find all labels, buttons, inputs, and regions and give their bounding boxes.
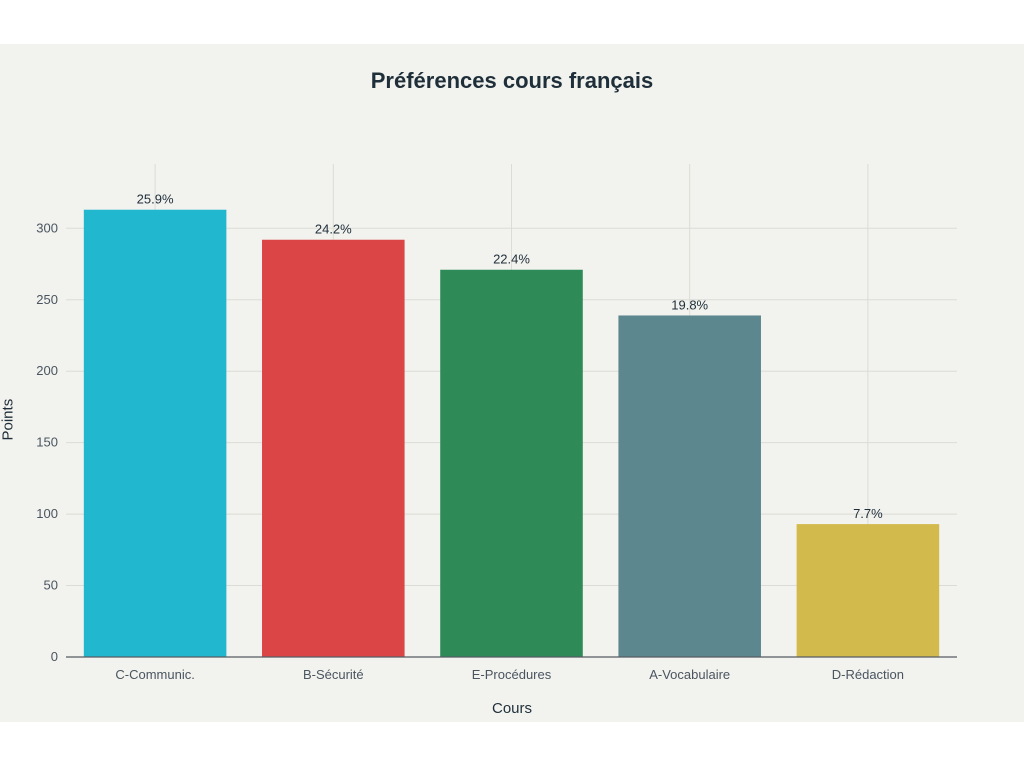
chart-panel: Préférences cours français Points Cours … [0, 44, 1024, 722]
bar-chart: 0 50 100 150 200 250 300 25.9% C-Communic. 24.2% B… [36, 164, 957, 682]
bar-3 [440, 269, 583, 657]
data-label: 19.8% [671, 297, 708, 312]
data-label: 25.9% [137, 192, 174, 207]
y-tick-label: 250 [36, 292, 58, 307]
y-tick-label: 0 [51, 649, 58, 664]
x-tick-label: A-Vocabulaire [649, 667, 730, 682]
x-tick-label: E-Procédures [472, 667, 552, 682]
y-tick-label: 50 [44, 578, 58, 593]
data-label: 24.2% [315, 222, 352, 237]
y-tick-label: 200 [36, 363, 58, 378]
data-label: 7.7% [853, 506, 883, 521]
bar-4 [618, 315, 761, 657]
bar-5 [796, 524, 940, 657]
x-tick-label: B-Sécurité [303, 667, 364, 682]
x-axis-title: Cours [491, 700, 532, 717]
bar-2 [262, 239, 405, 657]
y-tick-label: 150 [36, 435, 58, 450]
bar-1 [83, 209, 227, 657]
x-tick-label: D-Rédaction [832, 667, 904, 682]
x-tick-label: C-Communic. [115, 667, 194, 682]
chart-title: Préférences cours français [370, 68, 654, 93]
y-tick-label: 100 [36, 506, 58, 521]
data-label: 22.4% [493, 252, 530, 267]
y-tick-label: 300 [36, 220, 58, 235]
